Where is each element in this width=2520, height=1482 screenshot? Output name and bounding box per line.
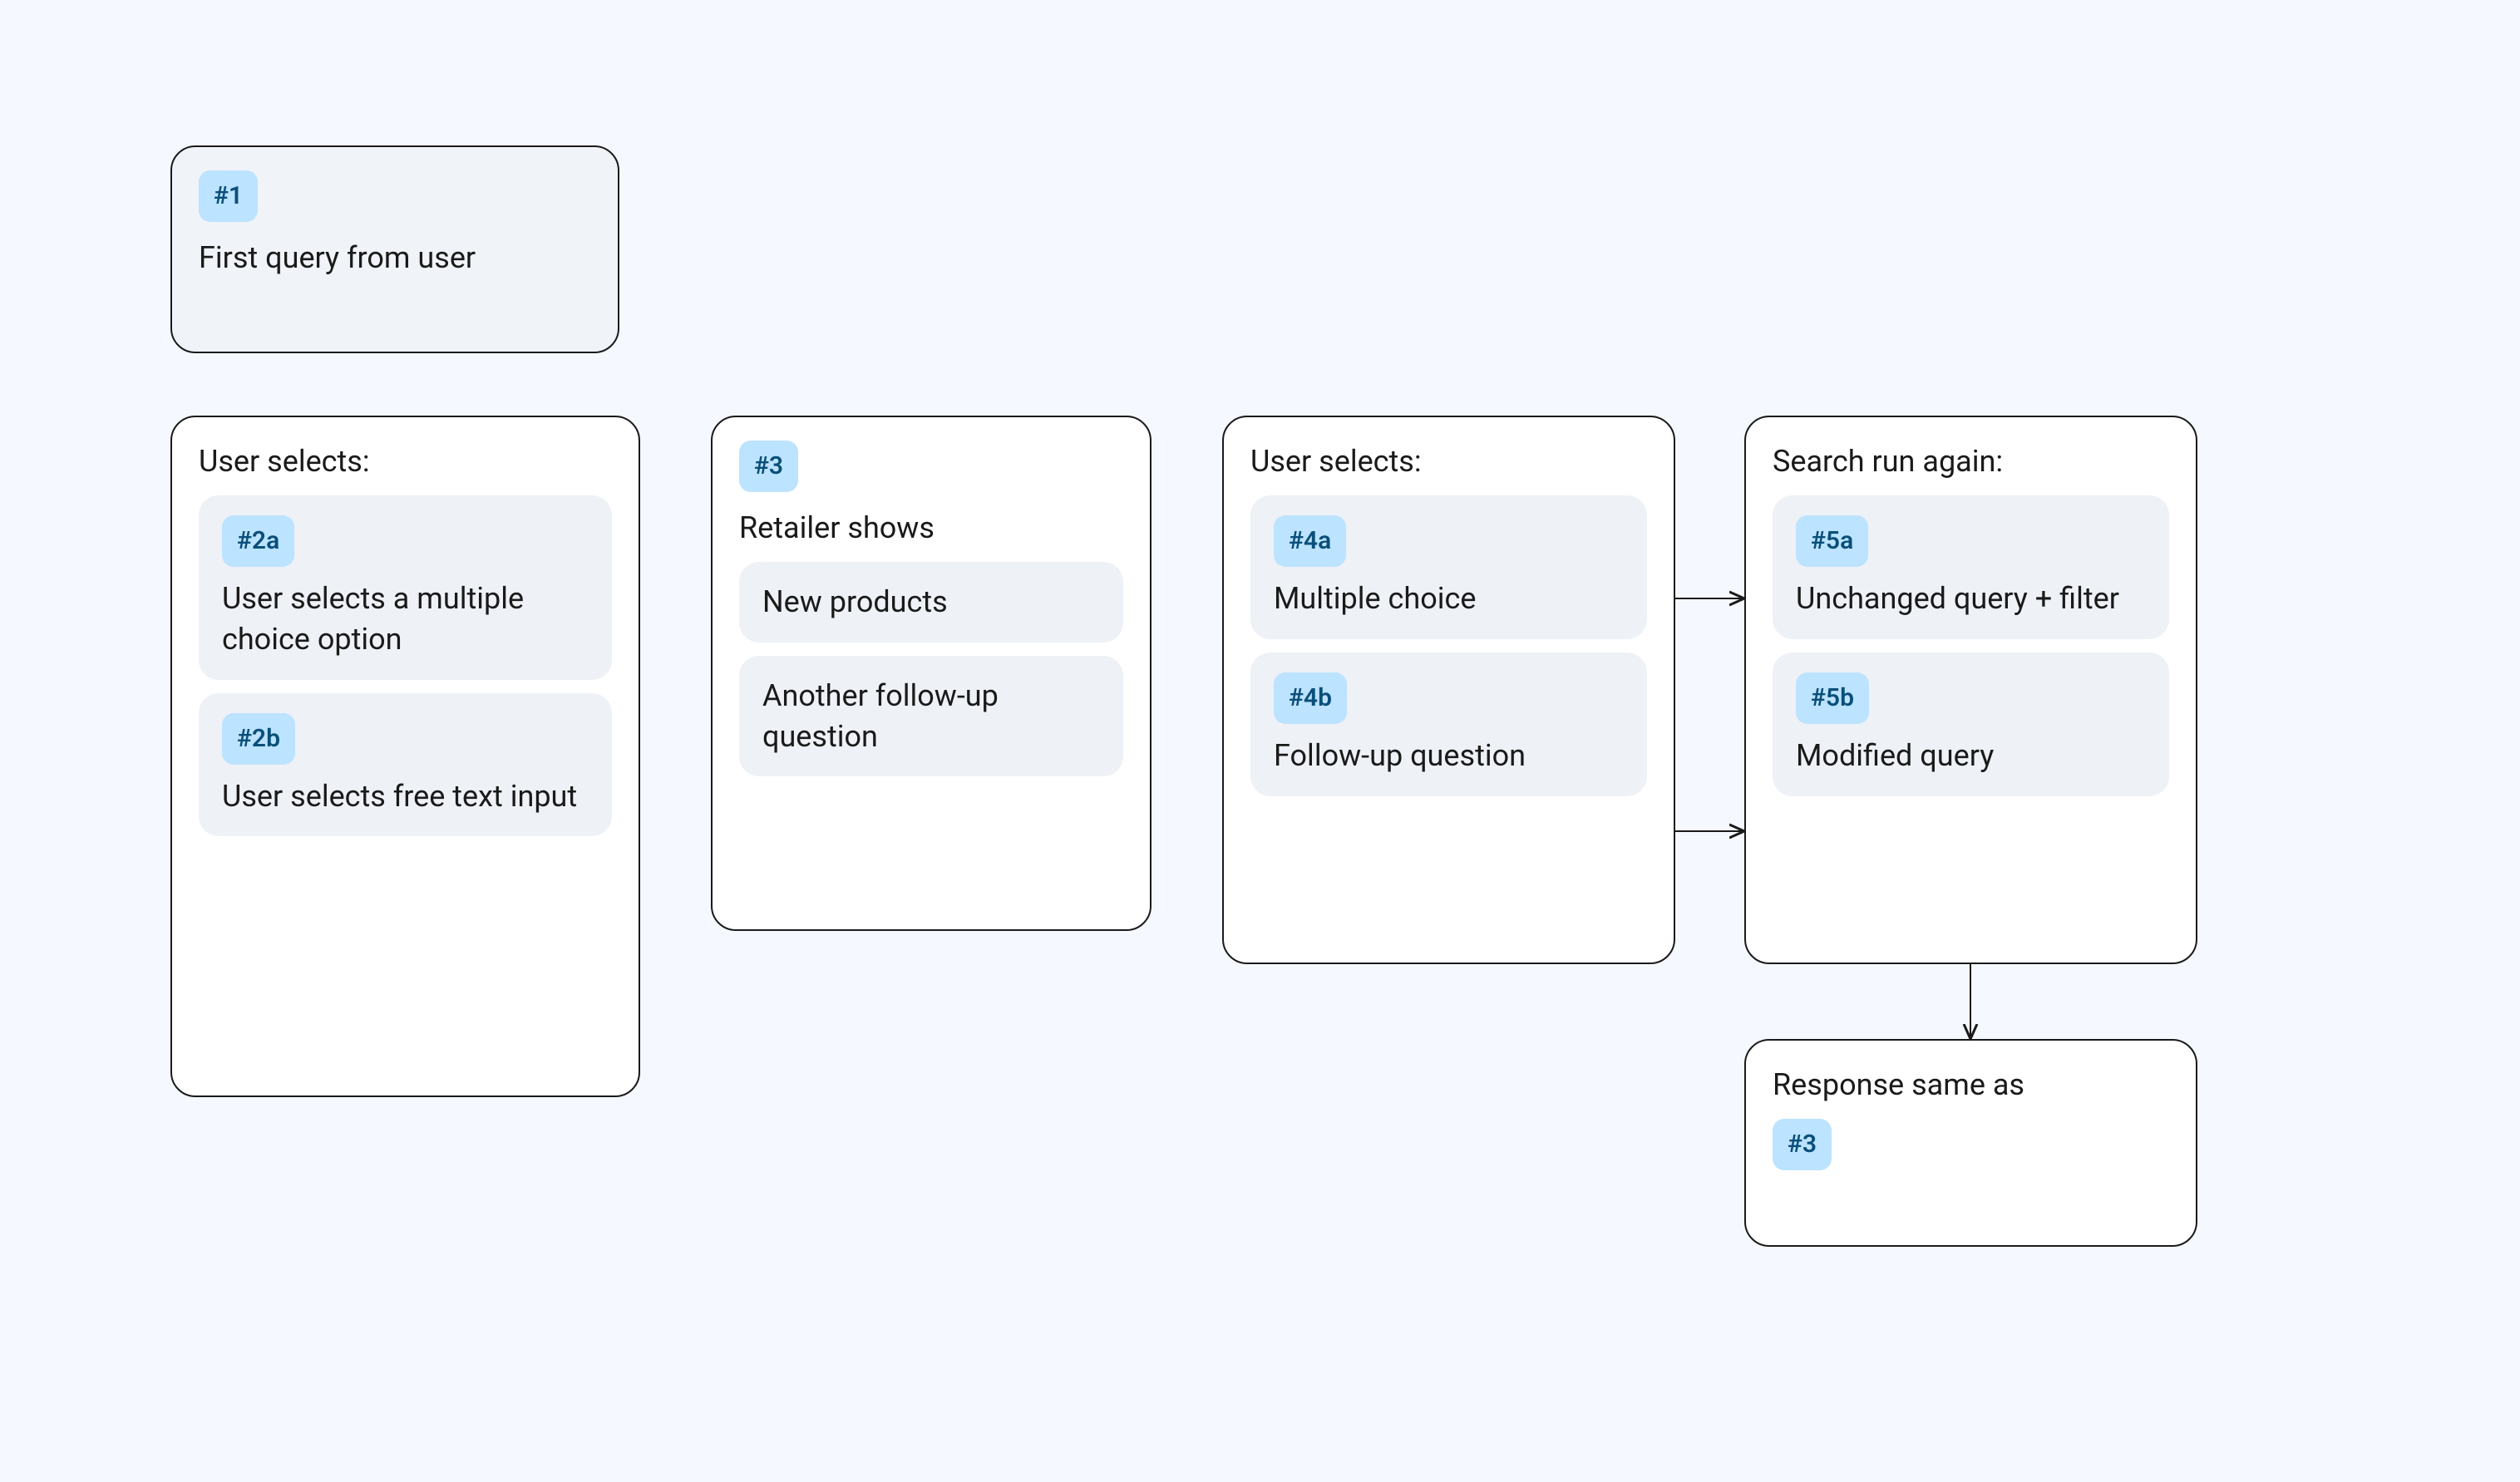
badge: #5a: [1796, 515, 1868, 567]
node-title: Response same as: [1773, 1064, 2169, 1105]
node-n2: User selects: #2a User selects a multiple …: [170, 416, 640, 1097]
node-n1: #1 First query from user: [170, 145, 619, 353]
node-title: User selects:: [1250, 441, 1647, 482]
badge: #1: [199, 170, 258, 222]
node-title: User selects:: [199, 441, 612, 482]
subcard: #4b Follow-up question: [1250, 652, 1647, 796]
subcard-text: Follow-up question: [1274, 736, 1624, 776]
badge: #2b: [222, 713, 295, 765]
subcard-text: Modified query: [1796, 736, 2146, 776]
node-title: Retailer shows: [739, 507, 1123, 549]
node-n5: Search run again: #5a Unchanged query + fi…: [1744, 416, 2197, 964]
node-title: First query from user: [199, 237, 591, 278]
subcard-text: Unchanged query + filter: [1796, 579, 2146, 619]
subcard: Another follow-up question: [739, 656, 1123, 776]
subcard-text: Another follow-up question: [762, 676, 1100, 756]
subcard-text: New products: [762, 582, 1100, 623]
subcard: New products: [739, 562, 1123, 643]
node-n6: Response same as #3: [1744, 1039, 2197, 1247]
subcard: #5a Unchanged query + filter: [1773, 495, 2169, 639]
node-title: Search run again:: [1773, 441, 2169, 482]
node-n4: User selects: #4a Multiple choice #4b Follow…: [1222, 416, 1675, 964]
subcard: #2a User selects a multiple choice option: [199, 495, 612, 679]
subcard-text: User selects free text input: [222, 776, 589, 817]
badge: #4a: [1274, 515, 1346, 567]
subcard-text: Multiple choice: [1274, 579, 1624, 619]
badge: #3: [739, 441, 798, 492]
subcard: #4a Multiple choice: [1250, 495, 1647, 639]
badge: #3: [1773, 1119, 1832, 1170]
badge: #4b: [1274, 672, 1347, 724]
badge: #2a: [222, 515, 294, 567]
subcard: #5b Modified query: [1773, 652, 2169, 796]
subcard-text: User selects a multiple choice option: [222, 579, 589, 659]
node-n3: #3 Retailer shows New products Another foll…: [711, 416, 1152, 931]
subcard: #2b User selects free text input: [199, 693, 612, 837]
badge: #5b: [1796, 672, 1869, 724]
diagram-canvas: #1First query from userUser selects:#2aU…: [0, 0, 2520, 1482]
